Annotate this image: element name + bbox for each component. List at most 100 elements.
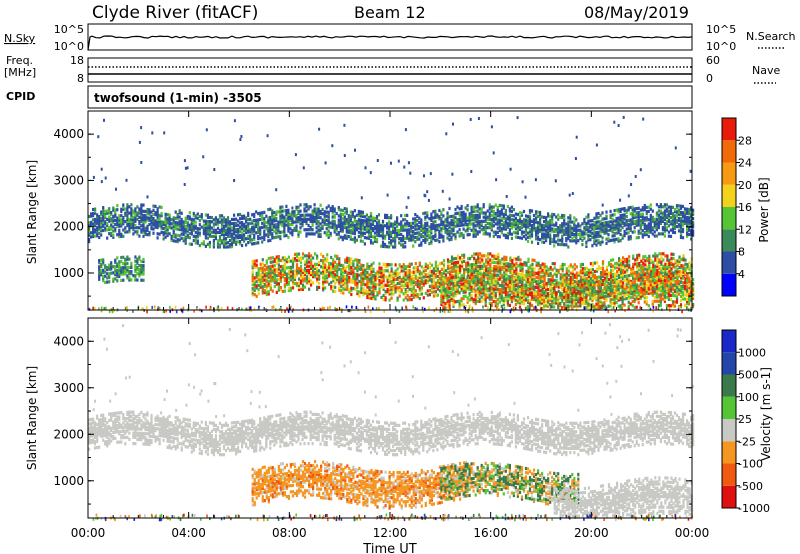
echo-cell (483, 262, 486, 266)
echo-cell (541, 227, 544, 232)
echo-cell (460, 234, 463, 238)
echo-cell (308, 254, 311, 258)
echo-cell (551, 219, 554, 223)
echo-cell (555, 281, 558, 285)
echo-cell (146, 218, 149, 222)
echo-cell (474, 213, 477, 217)
echo-cell (148, 208, 151, 212)
echo-cell (665, 203, 668, 207)
echo-cell (130, 261, 133, 265)
echo-cell (500, 229, 503, 233)
echo-cell (520, 236, 524, 240)
echo-cell (381, 219, 385, 223)
echo-cell (557, 232, 560, 236)
echo-cell (366, 277, 369, 281)
echo-cell (585, 281, 588, 285)
echo-cell (182, 239, 185, 243)
echo-cell (150, 214, 153, 218)
echo-cell (310, 258, 313, 262)
echo-cell (475, 269, 478, 273)
echo-cell (416, 276, 419, 280)
echo-cell (142, 264, 145, 268)
echo-cell (356, 269, 359, 273)
echo-cell (324, 259, 327, 263)
echo-cell (557, 217, 560, 221)
echo-cell (585, 272, 588, 277)
echo-cell (257, 224, 260, 228)
echo-cell (482, 219, 485, 223)
echo-cell (487, 266, 490, 270)
echo-cell (446, 217, 449, 221)
echo-cell (517, 255, 520, 259)
echo-cell (612, 275, 615, 279)
echo-cell (414, 227, 417, 231)
echo-cell (233, 213, 236, 217)
echo-cell (363, 227, 366, 231)
echo-cell (645, 212, 648, 216)
echo-cell (362, 282, 365, 286)
echo-cell (283, 230, 286, 234)
echo-cell (559, 226, 562, 230)
echo-cell (601, 274, 605, 278)
echo-cell (377, 234, 381, 238)
echo-cell (235, 236, 238, 240)
echo-cell (469, 267, 472, 271)
echo-cell (543, 215, 546, 219)
echo-cell (599, 266, 603, 270)
echo-cell (251, 276, 254, 280)
echo-cell (436, 268, 439, 272)
echo-cell (404, 288, 407, 292)
echo-cell (130, 203, 133, 207)
echo-cell (631, 218, 634, 222)
echo-cell (128, 224, 131, 228)
echo-cell (291, 220, 294, 224)
echo-cell (591, 286, 594, 290)
echo-cell (198, 219, 201, 223)
echo-cell (344, 258, 347, 262)
echo-cell (485, 266, 488, 270)
echo-cell (312, 273, 315, 277)
echo-cell (342, 264, 345, 268)
echo-cell (394, 232, 397, 237)
echo-cell (263, 233, 266, 237)
echo-cell (551, 239, 554, 244)
echo-cell (128, 211, 131, 215)
echo-cell (295, 273, 299, 277)
echo-cell (200, 242, 203, 246)
echo-cell (98, 259, 101, 263)
echo-cell (94, 224, 97, 228)
echo-cell (289, 272, 292, 276)
echo-cell (498, 212, 501, 216)
echo-cell (497, 259, 500, 263)
echo-cell (553, 233, 556, 238)
echo-cell (255, 224, 258, 229)
echo-cell (677, 223, 681, 227)
echo-cell (323, 218, 326, 222)
echo-cell (679, 219, 683, 223)
echo-cell (138, 255, 141, 259)
echo-cell (396, 233, 399, 237)
echo-cell (367, 224, 371, 228)
echo-cell (627, 218, 630, 222)
echo-cell (645, 216, 648, 220)
echo-cell (327, 214, 330, 219)
echo-cell (134, 274, 137, 278)
echo-cell (591, 225, 594, 229)
echo-cell (330, 266, 333, 270)
echo-cell (112, 216, 115, 221)
echo-cell (295, 281, 299, 285)
echo-cell (347, 226, 350, 230)
echo-cell (495, 267, 498, 271)
echo-cell (361, 233, 364, 237)
echo-cell (567, 290, 570, 294)
echo-cell (456, 222, 459, 226)
echo-cell (530, 240, 534, 244)
echo-cell (324, 263, 327, 267)
echo-cell (426, 274, 429, 278)
echo-cell (671, 230, 675, 234)
echo-cell (410, 283, 413, 287)
echo-cell (301, 277, 305, 281)
echo-cell (573, 282, 576, 286)
echo-cell (436, 281, 439, 285)
echo-cell (406, 298, 409, 302)
